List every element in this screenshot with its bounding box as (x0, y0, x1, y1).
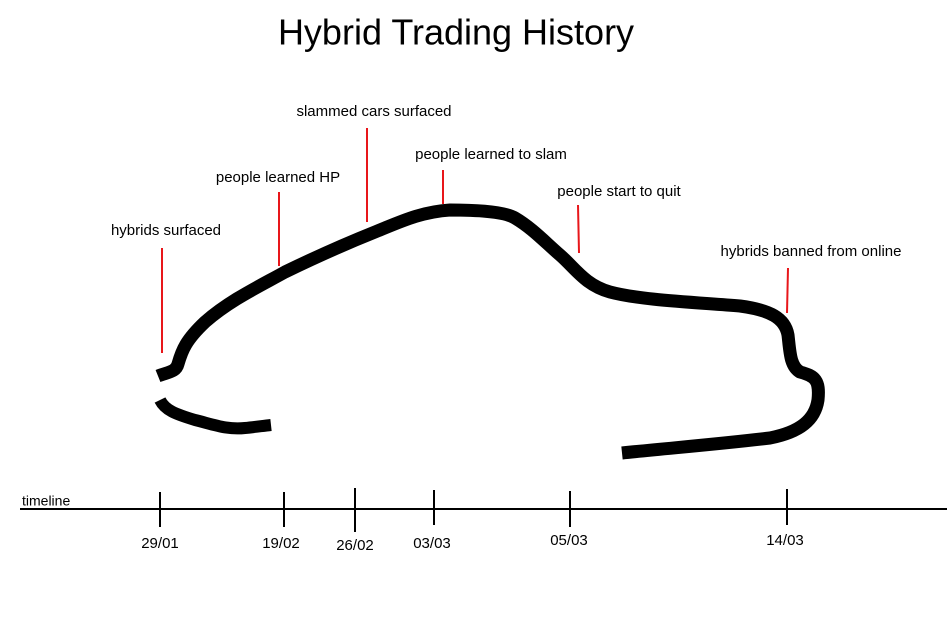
car-bumper (154, 396, 272, 435)
annotation: people start to quit (557, 183, 681, 200)
annotation-pointer (577, 204, 580, 254)
timeline-label: timeline (22, 493, 70, 509)
annotation: hybrids banned from online (721, 243, 902, 260)
annotation: hybrids surfaced (111, 222, 221, 239)
car-outline (155, 203, 825, 460)
timeline-date: 29/01 (141, 535, 179, 552)
timeline-date: 19/02 (262, 535, 300, 552)
annotation: people learned to slam (415, 146, 567, 163)
annotation: people learned HP (216, 169, 340, 186)
annotation: slammed cars surfaced (296, 103, 451, 120)
annotation-pointer (786, 267, 789, 314)
timeline-date: 26/02 (336, 537, 374, 554)
timeline-date: 03/03 (413, 535, 451, 552)
timeline-date: 05/03 (550, 532, 588, 549)
title: Hybrid Trading History (278, 12, 634, 53)
timeline-date: 14/03 (766, 532, 804, 549)
